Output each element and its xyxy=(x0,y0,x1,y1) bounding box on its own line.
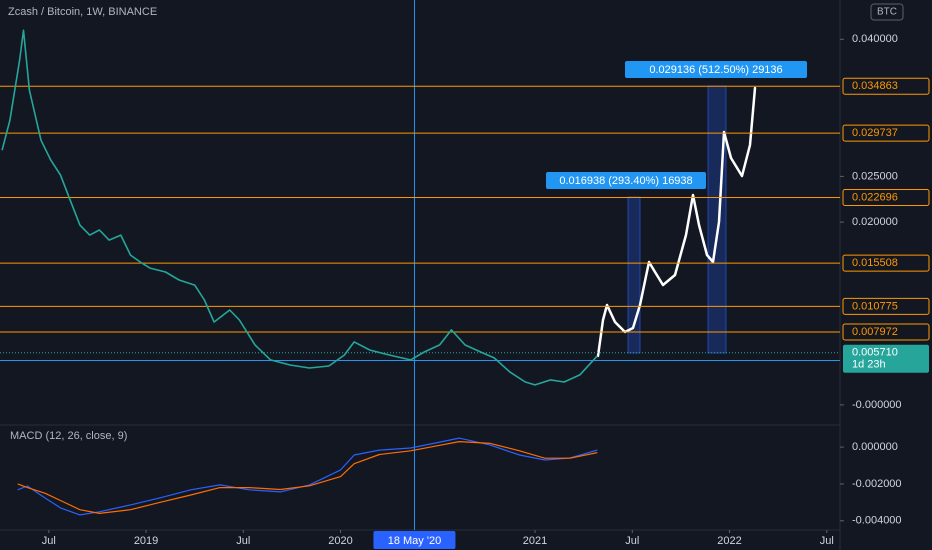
x-tick-label: Jul xyxy=(236,535,250,547)
y-tick-label: 0.000000 xyxy=(852,441,898,453)
price-level-label: 0.022696 xyxy=(852,191,898,203)
price-line xyxy=(1,29,598,386)
y-tick-label: -0.004000 xyxy=(852,515,902,527)
macd-line xyxy=(17,437,598,516)
price-level-label: 0.010775 xyxy=(852,300,898,312)
x-tick-label: Jul xyxy=(42,535,56,547)
price-level-box xyxy=(842,188,930,206)
price-level-box xyxy=(842,77,930,95)
x-tick-label: Jul xyxy=(625,535,639,547)
countdown-label: 1d 23h xyxy=(852,359,886,371)
price-level-box xyxy=(842,254,930,272)
price-level-box xyxy=(842,124,930,142)
measure-label: 0.016938 (293.40%) 16938 xyxy=(559,175,692,187)
last-price-label: 0.005710 xyxy=(852,347,898,359)
y-tick-label: 0.025000 xyxy=(852,170,898,182)
macd-title: MACD (12, 26, close, 9) xyxy=(10,430,127,442)
y-tick-label: -0.002000 xyxy=(852,478,902,490)
crosshair-label-box xyxy=(373,531,456,549)
measure-label-box xyxy=(546,172,706,189)
macd-line xyxy=(17,441,598,514)
measure-label-box xyxy=(625,61,807,78)
projection-path xyxy=(596,86,757,358)
price-level-label: 0.015508 xyxy=(852,257,898,269)
y-tick-label: 0.020000 xyxy=(852,216,898,228)
currency-badge[interactable] xyxy=(870,3,904,21)
measure-box xyxy=(707,85,727,354)
measure-label: 0.029136 (512.50%) 29136 xyxy=(649,64,782,76)
price-level-label: 0.029737 xyxy=(852,127,898,139)
x-tick-label: 2021 xyxy=(523,535,547,547)
x-tick-label: 2020 xyxy=(328,535,352,547)
y-tick-label: -0.000000 xyxy=(852,399,902,411)
x-tick-label: Jul xyxy=(820,535,834,547)
x-tick-label: 2022 xyxy=(717,535,741,547)
currency-label: BTC xyxy=(877,7,897,18)
price-level-box xyxy=(842,297,930,315)
price-level-label: 0.007972 xyxy=(852,326,898,338)
x-tick-label: 2019 xyxy=(134,535,158,547)
y-tick-label: 0.040000 xyxy=(852,33,898,45)
chart-title: Zcash / Bitcoin, 1W, BINANCE xyxy=(8,6,157,18)
crosshair-label: 18 May '20 xyxy=(388,535,441,547)
price-level-label: 0.034863 xyxy=(852,80,898,92)
price-level-box xyxy=(842,323,930,341)
last-price-box xyxy=(843,344,929,373)
